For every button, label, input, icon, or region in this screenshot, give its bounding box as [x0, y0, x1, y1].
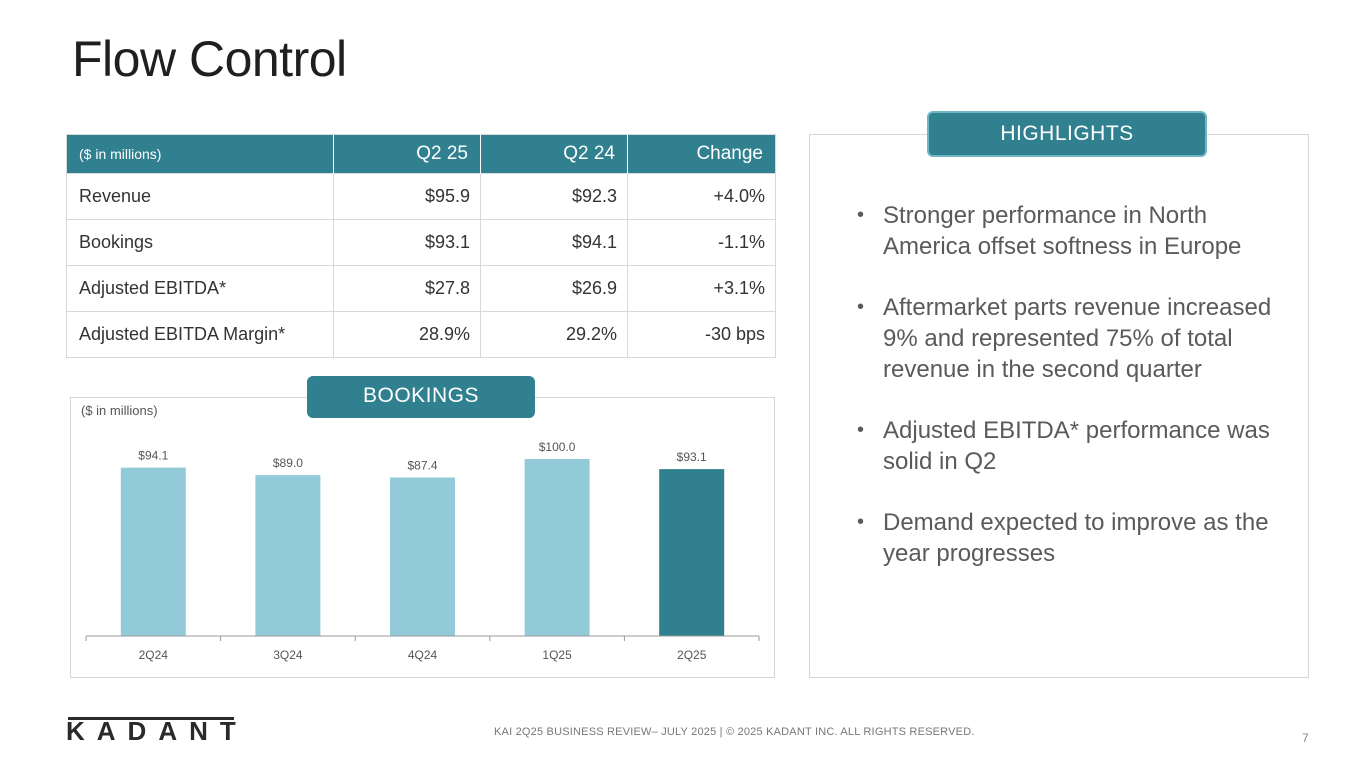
table-row: Adjusted EBITDA* $27.8 $26.9 +3.1%: [66, 265, 776, 312]
row-label: Revenue: [66, 173, 334, 220]
data-label-4Q24: $87.4: [407, 458, 437, 472]
table-header-change: Change: [627, 134, 776, 174]
financial-summary-table: ($ in millions) Q2 25 Q2 24 Change Reven…: [66, 134, 776, 358]
highlights-panel: [809, 134, 1309, 678]
table-row: Bookings $93.1 $94.1 -1.1%: [66, 219, 776, 266]
chart-unit-label: ($ in millions): [81, 403, 158, 418]
cell-value: $94.1: [480, 219, 628, 266]
bookings-bar-chart: $94.1 2Q24 $89.0 3Q24 $87.4 4Q24 $100.0 1Q25 $93…: [85, 440, 760, 662]
bullet-dot-icon: •: [857, 296, 865, 318]
tick-label-1Q25: 1Q25: [542, 648, 572, 662]
footer-text: KAI 2Q25 BUSINESS REVIEW– JULY 2025 | © …: [494, 726, 975, 738]
highlight-bullet: • Demand expected to improve as the year …: [855, 507, 1285, 569]
tick-label-4Q24: 4Q24: [408, 648, 438, 662]
cell-change: +4.0%: [627, 173, 776, 220]
highlights-list: • Stronger performance in North America o…: [855, 200, 1285, 599]
cell-value: 28.9%: [333, 311, 481, 358]
table-header-unit: ($ in millions): [66, 134, 334, 174]
highlight-bullet: • Aftermarket parts revenue increased 9% …: [855, 292, 1285, 385]
tick-label-2Q25: 2Q25: [677, 648, 707, 662]
bullet-dot-icon: •: [857, 511, 865, 533]
cell-change: -1.1%: [627, 219, 776, 266]
cell-value: 29.2%: [480, 311, 628, 358]
cell-value: $26.9: [480, 265, 628, 312]
highlight-bullet: • Adjusted EBITDA* performance was solid …: [855, 415, 1285, 477]
table-header-q2-24: Q2 24: [480, 134, 628, 174]
row-label: Adjusted EBITDA*: [66, 265, 334, 312]
row-label: Adjusted EBITDA Margin*: [66, 311, 334, 358]
cell-value: $27.8: [333, 265, 481, 312]
highlight-bullet: • Stronger performance in North America o…: [855, 200, 1285, 262]
table-row: Adjusted EBITDA Margin* 28.9% 29.2% -30 …: [66, 311, 776, 358]
highlights-label: HIGHLIGHTS: [927, 111, 1207, 157]
bar-2Q24: [120, 467, 186, 636]
row-label: Bookings: [66, 219, 334, 266]
cell-value: $93.1: [333, 219, 481, 266]
logo-text: KADANT: [66, 716, 248, 746]
data-label-2Q24: $94.1: [138, 449, 168, 463]
highlight-text: Stronger performance in North America of…: [883, 202, 1242, 260]
cell-change: +3.1%: [627, 265, 776, 312]
table-row: Revenue $95.9 $92.3 +4.0%: [66, 173, 776, 220]
bookings-label: BOOKINGS: [307, 376, 535, 418]
page-number: 7: [1302, 731, 1309, 745]
highlight-text: Aftermarket parts revenue increased 9% a…: [883, 294, 1272, 383]
tick-label-3Q24: 3Q24: [273, 648, 303, 662]
bullet-dot-icon: •: [857, 419, 865, 441]
bar-4Q24: [390, 477, 455, 636]
bar-2Q25: [659, 469, 725, 636]
highlight-text: Adjusted EBITDA* performance was solid i…: [883, 417, 1270, 475]
page-title: Flow Control: [72, 31, 347, 87]
bullet-dot-icon: •: [857, 204, 865, 226]
data-label-3Q24: $89.0: [273, 456, 303, 470]
data-label-2Q25: $93.1: [677, 450, 707, 464]
kadant-logo: KADANT: [66, 716, 248, 746]
cell-value: $95.9: [333, 173, 481, 220]
tick-label-2Q24: 2Q24: [139, 648, 169, 662]
cell-value: $92.3: [480, 173, 628, 220]
data-label-1Q25: $100.0: [539, 440, 576, 454]
bar-1Q25: [524, 459, 590, 636]
cell-change: -30 bps: [627, 311, 776, 358]
highlight-text: Demand expected to improve as the year p…: [883, 509, 1269, 567]
bar-3Q24: [255, 475, 321, 636]
table-header-q2-25: Q2 25: [333, 134, 481, 174]
table-header-row: ($ in millions) Q2 25 Q2 24 Change: [66, 134, 776, 174]
